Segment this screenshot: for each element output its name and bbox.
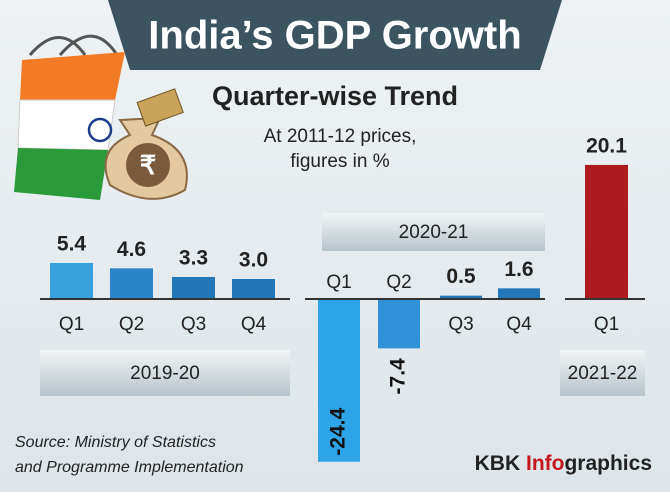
category-label: Q3 (448, 314, 473, 335)
category-label: Q3 (181, 314, 206, 335)
bar (498, 288, 540, 299)
value-label: 0.5 (446, 265, 476, 288)
illustration: ₹ (14, 34, 188, 200)
brand-part: graphics (564, 452, 652, 475)
bar (172, 276, 215, 299)
brand: KBK Infographics (475, 452, 652, 475)
category-label: Q2 (119, 314, 144, 335)
year-label: 2019-20 (130, 363, 200, 384)
category-label: Q4 (506, 314, 532, 335)
value-label: 3.0 (239, 249, 268, 272)
chart-title: India’s GDP Growth (148, 14, 521, 58)
category-label: Q4 (241, 314, 267, 335)
source-line: Source: Ministry of Statistics (15, 434, 216, 451)
bar (318, 299, 360, 462)
svg-text:₹: ₹ (140, 150, 157, 180)
value-label: 3.3 (179, 247, 208, 270)
value-label: 4.6 (117, 238, 146, 261)
subtitle: Quarter-wise Trend (212, 81, 458, 111)
year-box (560, 350, 645, 396)
bar (50, 262, 93, 299)
year-label: 2020-21 (399, 222, 469, 243)
bar (440, 295, 482, 299)
bar (110, 268, 153, 299)
bar (585, 164, 628, 299)
bar (378, 299, 420, 349)
value-label: -7.4 (387, 358, 410, 395)
note-line: figures in % (290, 151, 389, 172)
brand-part: KBK (475, 452, 526, 475)
year-box (322, 213, 545, 251)
value-label: 20.1 (586, 134, 627, 157)
value-label: 5.4 (57, 233, 87, 256)
source-line: and Programme Implementation (15, 459, 244, 476)
year-label: 2021-22 (568, 363, 638, 384)
bar (232, 278, 275, 299)
category-label: Q2 (386, 272, 411, 293)
category-label: Q1 (59, 314, 84, 335)
value-label: 1.6 (504, 258, 533, 281)
brand-part: Info (526, 452, 564, 475)
note-line: At 2011-12 prices, (264, 126, 417, 147)
value-label: -24.4 (327, 407, 350, 455)
title-banner (108, 0, 562, 70)
category-label: Q1 (594, 314, 619, 335)
year-box (40, 350, 290, 396)
category-label: Q1 (326, 272, 351, 293)
